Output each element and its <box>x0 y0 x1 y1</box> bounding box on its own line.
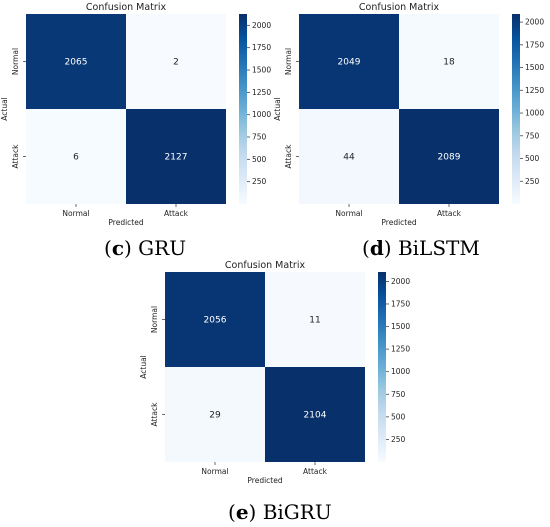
colorbar <box>239 14 247 204</box>
cell-value-label: 2049 <box>338 58 361 68</box>
heatmap-cell <box>399 109 499 204</box>
heatmap-svg: Confusion Matrix 2049 18 44 2089 Normal Attack… <box>273 2 544 227</box>
y-tick-label: Normal <box>150 306 159 333</box>
heatmap-cell <box>265 272 365 367</box>
x-tick-label: Normal <box>335 209 362 218</box>
heatmap-cell <box>26 109 126 204</box>
caption-gru: (c) GRU <box>104 236 187 260</box>
colorbar-tick-label: 750 <box>252 133 267 142</box>
caption-bigru-letter: e <box>235 500 249 524</box>
y-tick-label: Attack <box>150 402 159 427</box>
cell-value-label: 18 <box>443 58 455 68</box>
colorbar-tick-label: 1750 <box>391 299 410 308</box>
cell-value-label: 2065 <box>65 58 88 68</box>
colorbar-tick-label: 1500 <box>525 63 544 72</box>
cell-value-label: 2127 <box>165 153 188 163</box>
x-axis-label: Predicted <box>108 218 143 227</box>
confusion-matrix-bilstm: Confusion Matrix 2049 18 44 2089 Normal Attack… <box>273 0 544 227</box>
colorbar-tick-label: 2000 <box>252 21 271 30</box>
x-tick-label: Attack <box>164 209 189 218</box>
y-tick-label: Normal <box>284 48 293 75</box>
caption-bilstm: (d) BiLSTM <box>362 236 480 260</box>
cell-value-label: 11 <box>309 316 320 326</box>
colorbar-tick-label: 1500 <box>391 322 410 331</box>
cell-value-label: 2 <box>173 58 179 68</box>
x-axis-label: Predicted <box>247 476 282 485</box>
colorbar-tick-label: 250 <box>252 177 267 186</box>
colorbar-tick-label: 1750 <box>525 40 544 49</box>
cell-value-label: 6 <box>73 153 79 163</box>
chart-title: Confusion Matrix <box>225 260 306 271</box>
y-axis-label: Actual <box>139 355 148 379</box>
x-tick-label: Normal <box>201 467 228 476</box>
confusion-matrix-gru: Confusion Matrix 2065 2 6 2127 Normal Attack Pr… <box>0 0 271 227</box>
colorbar <box>378 272 386 462</box>
colorbar-tick-label: 1500 <box>252 66 271 75</box>
heatmap-cell <box>165 367 265 462</box>
colorbar-tick-label: 750 <box>391 390 406 399</box>
y-tick-label: Attack <box>11 144 20 169</box>
colorbar-tick-label: 250 <box>525 177 540 186</box>
colorbar-tick-label: 2000 <box>391 277 410 286</box>
confusion-matrix-bigru: Confusion Matrix 2056 11 29 2104 Normal Attack… <box>139 258 410 485</box>
heatmap-cell <box>165 272 265 367</box>
heatmap-svg: Confusion Matrix 2065 2 6 2127 Normal Attack Pr… <box>0 2 271 227</box>
y-tick-label: Normal <box>11 48 20 75</box>
colorbar-tick-label: 500 <box>525 154 540 163</box>
cell-value-label: 44 <box>343 153 355 163</box>
chart-title: Confusion Matrix <box>359 2 440 13</box>
colorbar-tick-label: 1000 <box>252 110 271 119</box>
heatmap-cell <box>126 14 226 109</box>
heatmap-cell <box>299 14 399 109</box>
y-axis-label: Actual <box>273 97 282 121</box>
x-axis-label: Predicted <box>381 218 416 227</box>
heatmap-cell <box>399 14 499 109</box>
colorbar <box>512 14 520 204</box>
cell-value-label: 2104 <box>304 411 327 421</box>
colorbar-tick-label: 1000 <box>525 109 544 118</box>
colorbar-tick-label: 1250 <box>252 88 271 97</box>
colorbar-tick-label: 1250 <box>525 86 544 95</box>
caption-bilstm-letter: d <box>369 236 384 260</box>
heatmap-cell <box>299 109 399 204</box>
heatmap-cell <box>126 109 226 204</box>
x-tick-label: Normal <box>62 209 89 218</box>
colorbar-tick-label: 2000 <box>525 18 544 27</box>
cell-value-label: 2089 <box>438 153 461 163</box>
cell-value-label: 2056 <box>204 316 227 326</box>
y-axis-label: Actual <box>0 97 9 121</box>
colorbar-tick-label: 1750 <box>252 43 271 52</box>
y-tick-label: Attack <box>284 144 293 169</box>
heatmap-svg: Confusion Matrix 2056 11 29 2104 Normal Attack… <box>139 260 410 485</box>
caption-bigru: (e) BiGRU <box>228 500 332 524</box>
x-tick-label: Attack <box>437 209 462 218</box>
heatmap-cell <box>265 367 365 462</box>
cell-value-label: 29 <box>209 411 221 421</box>
colorbar-tick-label: 500 <box>252 155 267 164</box>
caption-bigru-text: BiGRU <box>256 500 332 524</box>
caption-gru-letter: c <box>111 236 124 260</box>
x-tick-label: Attack <box>303 467 328 476</box>
heatmap-cell <box>26 14 126 109</box>
colorbar-tick-label: 1000 <box>391 367 410 376</box>
chart-title: Confusion Matrix <box>86 2 167 13</box>
colorbar-tick-label: 750 <box>525 131 540 140</box>
colorbar-tick-label: 1250 <box>391 345 410 354</box>
colorbar-tick-label: 500 <box>391 412 406 421</box>
colorbar-tick-label: 250 <box>391 435 406 444</box>
caption-bilstm-text: BiLSTM <box>391 236 480 260</box>
caption-gru-text: GRU <box>131 236 187 260</box>
